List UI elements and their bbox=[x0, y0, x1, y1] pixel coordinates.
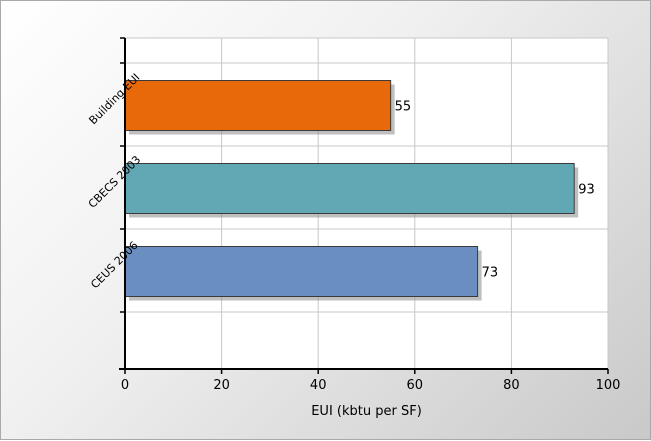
x-axis-title: EUI (kbtu per SF) bbox=[311, 404, 422, 419]
bars: 55 93 73 bbox=[124, 80, 595, 301]
x-tick-label: 0 bbox=[121, 378, 129, 393]
data-label: 73 bbox=[482, 266, 499, 281]
gridlines bbox=[125, 37, 609, 369]
x-tick-label: 40 bbox=[310, 378, 327, 393]
data-label: 55 bbox=[395, 100, 412, 115]
bar-ceus-2006 bbox=[124, 246, 479, 297]
x-tick-label: 20 bbox=[213, 378, 230, 393]
x-tick-label: 80 bbox=[503, 378, 520, 393]
x-tick-label: 60 bbox=[407, 378, 424, 393]
bar-building-eui bbox=[124, 80, 392, 131]
data-label: 93 bbox=[578, 183, 595, 198]
x-tick-label: 100 bbox=[596, 378, 621, 393]
bar-cbecs-2003 bbox=[124, 163, 575, 214]
